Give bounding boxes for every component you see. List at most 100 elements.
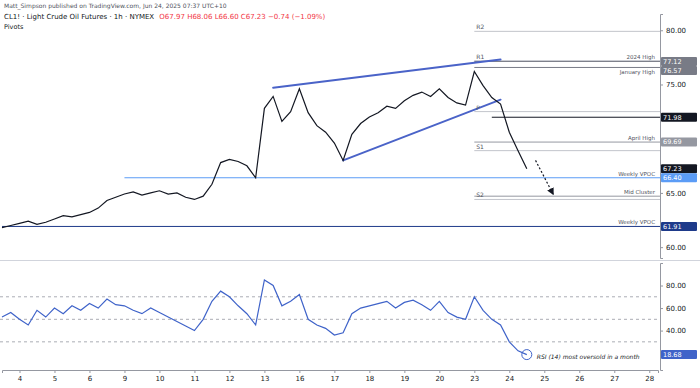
- tick: 65.00: [660, 190, 686, 198]
- tick-label: 40.00: [666, 327, 686, 335]
- tick-label: 60.00: [666, 244, 686, 252]
- price-label-box: [661, 113, 697, 122]
- tick-mark: [334, 370, 335, 373]
- tick-label: 24: [505, 375, 514, 383]
- tick-label: 75.00: [666, 81, 686, 89]
- level-line: [492, 117, 660, 118]
- y-axis: 60.00 65.00 75.00 80.00: [660, 15, 686, 259]
- rsi-level: [0, 341, 660, 342]
- series-line: [2, 280, 527, 355]
- tick-mark: [89, 370, 90, 373]
- tick-label: 26: [575, 375, 584, 383]
- tick-mark: [159, 370, 160, 373]
- tick: 75.00: [660, 81, 686, 89]
- tick-label: 80.00: [666, 282, 686, 290]
- pivot-line: [474, 31, 660, 32]
- level-line: [124, 177, 660, 178]
- pivot-label: S1: [476, 143, 484, 150]
- tick: 12: [225, 370, 234, 383]
- price-marks: [2, 31, 660, 227]
- price-label-text: 77.12: [663, 58, 682, 66]
- tick-mark: [264, 370, 265, 373]
- level-line: [2, 226, 660, 227]
- level-label: January High: [619, 69, 656, 76]
- price-label-text: 71.98: [663, 114, 682, 122]
- level-label: Weekly VPOC: [618, 171, 655, 178]
- tick-mark: [660, 308, 663, 309]
- price-label-text: 61.91: [663, 223, 682, 231]
- tick-mark: [194, 370, 195, 373]
- tick-label: 20: [435, 375, 444, 383]
- pivot-label: S2: [476, 191, 484, 198]
- tick-label: 16: [295, 375, 304, 383]
- price-label-box: [661, 350, 697, 359]
- tick-mark: [649, 370, 650, 373]
- rsi-marks: [0, 280, 660, 355]
- tick: 28: [645, 370, 654, 383]
- tick: 11: [190, 370, 199, 383]
- price-label-text: 66.40: [663, 174, 682, 182]
- tick: 9: [123, 370, 127, 383]
- tick-mark: [54, 370, 55, 373]
- price-label-box: [661, 164, 697, 173]
- tick-label: 23: [470, 375, 479, 383]
- tick-mark: [369, 370, 370, 373]
- tick-mark: [544, 370, 545, 373]
- tick-mark: [509, 370, 510, 373]
- level-line: [474, 67, 660, 68]
- tick: 60.00: [660, 305, 686, 313]
- tick-label: 12: [225, 375, 234, 383]
- tick-mark: [124, 370, 125, 373]
- tick: 19: [400, 370, 409, 383]
- tick: 40.00: [660, 327, 686, 335]
- rsi-level: [0, 319, 660, 320]
- price-label-box: [661, 222, 697, 231]
- tick: 25: [540, 370, 549, 383]
- indicator: Pivots: [4, 23, 24, 31]
- symbol: CL1! · Light Crude Oil Futures · 1h · NY…: [4, 13, 154, 21]
- tick: 27: [610, 370, 619, 383]
- tick: 4: [18, 370, 23, 383]
- level-label: Mid Cluster: [624, 189, 656, 195]
- level-line: [474, 61, 660, 62]
- tick-mark: [439, 370, 440, 373]
- tick: 80.00: [660, 282, 686, 290]
- pivot-label: R1: [476, 53, 484, 60]
- tick-label: 28: [645, 375, 654, 383]
- tick: 80.00: [660, 27, 686, 35]
- pivot-label: P: [476, 104, 480, 111]
- tick-label: 6: [88, 375, 93, 383]
- pivot-line: [474, 111, 660, 112]
- tick-label: 17: [330, 375, 339, 383]
- tick: 23: [470, 370, 479, 383]
- tick: 13: [260, 370, 269, 383]
- projection-arrow: [536, 160, 553, 194]
- tick-mark: [579, 370, 580, 373]
- tick-label: 9: [123, 375, 127, 383]
- price-label-box: [661, 66, 697, 75]
- axis-line: [3, 371, 659, 374]
- tick: 6: [88, 370, 93, 383]
- tick-label: 27: [610, 375, 619, 383]
- tick-mark: [660, 247, 663, 248]
- price-label-text: 67.23: [663, 165, 682, 173]
- tick-label: 5: [53, 375, 57, 383]
- price-label-text: 18.68: [663, 351, 682, 359]
- tick: 26: [575, 370, 584, 383]
- pivot-line: [474, 199, 660, 200]
- ohlc: O67.97 H68.06 L66.60 C67.23 −0.74 (−1.09…: [159, 13, 325, 21]
- tick-label: 11: [190, 375, 199, 383]
- tick-mark: [299, 370, 300, 373]
- tick: 10: [155, 370, 164, 383]
- tick-mark: [614, 370, 615, 373]
- price-label-box: [661, 57, 697, 66]
- price-label-text: 76.57: [663, 67, 682, 75]
- tick: 16: [295, 370, 304, 383]
- tick: 17: [330, 370, 339, 383]
- tick: 20: [435, 370, 444, 383]
- chart-svg: R2R1PS1S22024 HighJanuary HighApril High…: [0, 0, 700, 388]
- rsi-level: [0, 296, 660, 297]
- rsi-annotation: RSI (14) most oversold in a month: [537, 353, 640, 360]
- tick-label: 4: [18, 375, 23, 383]
- price-label-box: [661, 138, 697, 147]
